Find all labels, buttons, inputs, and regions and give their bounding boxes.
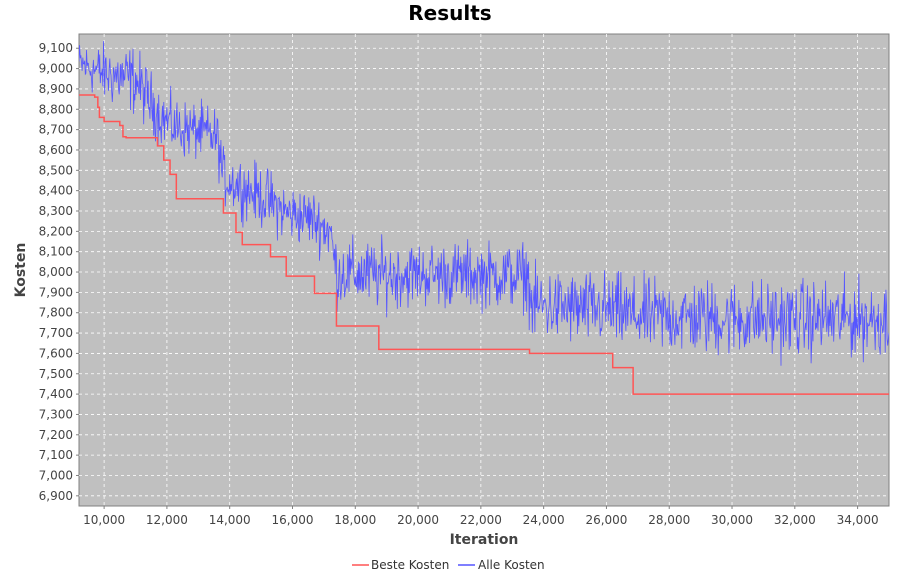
y-tick-label: 7,600 xyxy=(39,346,73,360)
x-tick-label: 32,000 xyxy=(774,513,816,527)
x-tick-label: 30,000 xyxy=(711,513,753,527)
x-tick-label: 22,000 xyxy=(460,513,502,527)
y-tick-label: 7,900 xyxy=(39,285,73,299)
series-layer xyxy=(79,41,889,395)
y-tick-label: 7,200 xyxy=(39,428,73,442)
y-tick-label: 7,300 xyxy=(39,407,73,421)
y-tick-label: 8,400 xyxy=(39,184,73,198)
x-tick-label: 26,000 xyxy=(585,513,627,527)
y-tick-label: 9,000 xyxy=(39,62,73,76)
y-tick-label: 8,800 xyxy=(39,102,73,116)
x-tick-label: 16,000 xyxy=(271,513,313,527)
y-tick-label: 7,000 xyxy=(39,468,73,482)
x-axis-ticks: 10,000 12,000 14,000 16,000 18,000 20,000 22,0… xyxy=(83,506,879,527)
chart-title: Results xyxy=(408,1,491,25)
y-tick-label: 7,100 xyxy=(39,448,73,462)
series-beste-kosten xyxy=(79,94,889,395)
y-tick-label: 8,000 xyxy=(39,265,73,279)
y-tick-label: 9,100 xyxy=(39,41,73,55)
x-axis-label: Iteration xyxy=(450,532,519,548)
legend: Beste Kosten Alle Kosten xyxy=(352,558,545,572)
y-axis-ticks: 6,900 7,000 7,100 7,200 7,300 7,400 7,500 7,600… xyxy=(39,41,79,503)
x-tick-label: 18,000 xyxy=(334,513,376,527)
legend-label-alle: Alle Kosten xyxy=(478,558,545,572)
y-tick-label: 8,100 xyxy=(39,245,73,259)
y-tick-label: 8,900 xyxy=(39,82,73,96)
y-tick-label: 7,800 xyxy=(39,306,73,320)
y-tick-label: 6,900 xyxy=(39,489,73,503)
x-tick-label: 28,000 xyxy=(648,513,690,527)
grid xyxy=(79,34,889,506)
y-tick-label: 8,200 xyxy=(39,224,73,238)
y-tick-label: 8,600 xyxy=(39,143,73,157)
y-tick-label: 7,500 xyxy=(39,367,73,381)
series-alle-kosten xyxy=(79,41,889,366)
x-tick-label: 20,000 xyxy=(397,513,439,527)
legend-label-beste: Beste Kosten xyxy=(371,558,449,572)
x-tick-label: 24,000 xyxy=(523,513,565,527)
y-tick-label: 8,300 xyxy=(39,204,73,218)
y-tick-label: 8,500 xyxy=(39,163,73,177)
x-tick-label: 12,000 xyxy=(146,513,188,527)
y-axis-label: Kosten xyxy=(13,243,29,298)
y-tick-label: 8,700 xyxy=(39,123,73,137)
y-tick-label: 7,700 xyxy=(39,326,73,340)
x-tick-label: 10,000 xyxy=(83,513,125,527)
x-tick-label: 14,000 xyxy=(209,513,251,527)
x-tick-label: 34,000 xyxy=(837,513,879,527)
y-tick-label: 7,400 xyxy=(39,387,73,401)
